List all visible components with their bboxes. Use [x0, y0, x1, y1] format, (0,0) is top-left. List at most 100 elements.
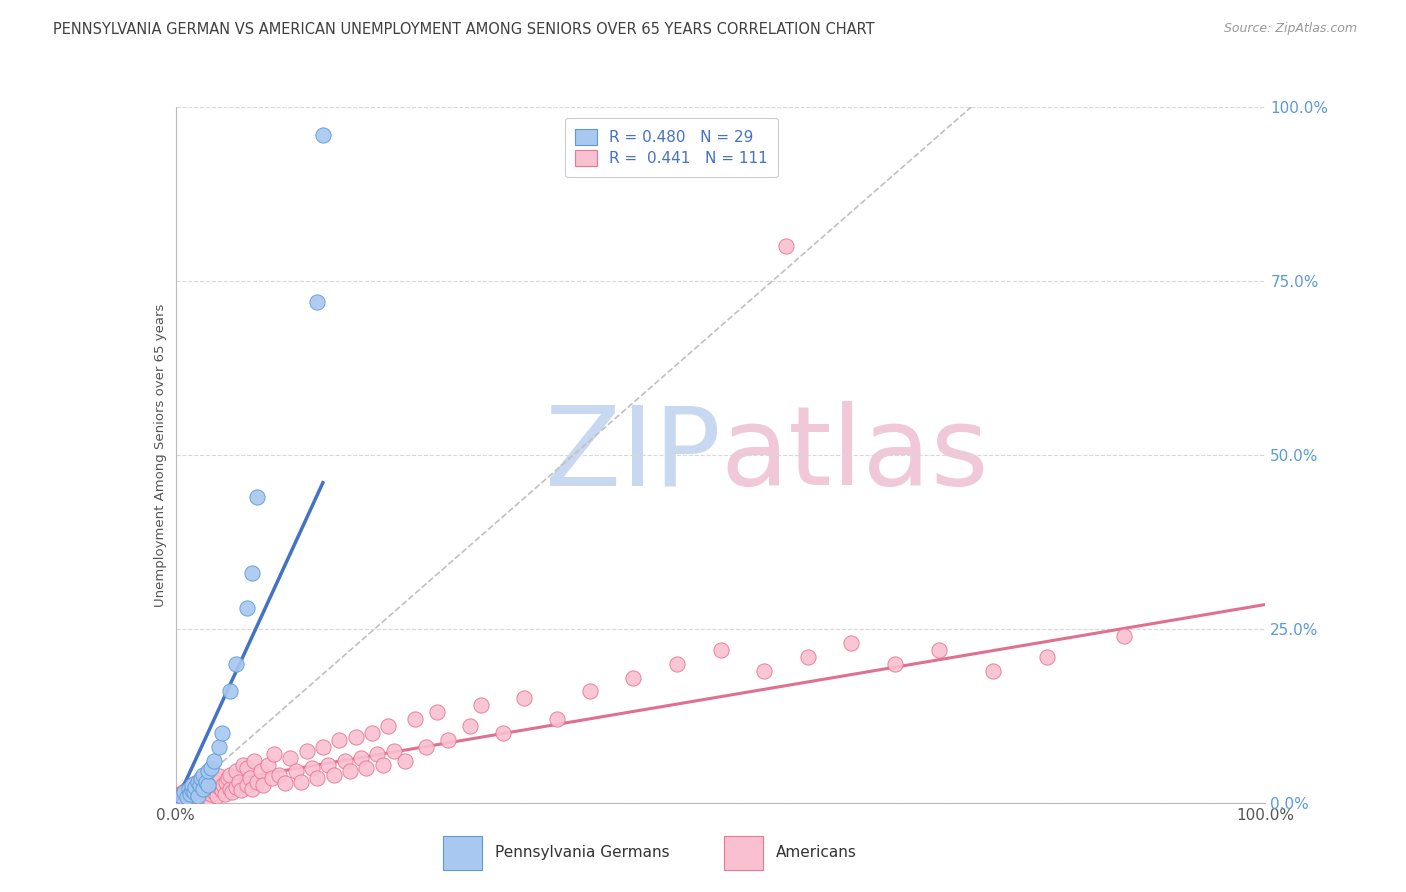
Point: [492, 726, 515, 740]
Point: [197, 783, 219, 797]
Point: [208, 769, 231, 783]
Point: [174, 783, 197, 797]
Point: [426, 706, 449, 720]
Point: [312, 128, 335, 142]
Point: [437, 733, 460, 747]
Point: [928, 642, 950, 657]
Point: [195, 775, 218, 789]
Point: [187, 775, 209, 789]
Point: [322, 768, 344, 782]
Point: [167, 790, 190, 805]
Point: [1036, 649, 1059, 664]
Point: [177, 785, 200, 799]
Point: [710, 642, 733, 657]
Point: [172, 792, 194, 806]
Point: [197, 764, 219, 779]
Point: [394, 754, 416, 768]
Point: [191, 768, 214, 782]
Point: [252, 778, 274, 793]
Point: [377, 719, 399, 733]
Point: [197, 778, 219, 793]
Point: [186, 775, 209, 789]
Point: [214, 788, 236, 802]
Point: [197, 790, 219, 805]
Point: [176, 781, 198, 796]
Text: ZIP: ZIP: [546, 401, 721, 508]
Point: [184, 780, 207, 795]
Point: [249, 764, 271, 779]
Point: [191, 781, 214, 796]
Point: [295, 744, 318, 758]
Point: [382, 744, 405, 758]
Point: [193, 785, 215, 799]
Point: [513, 691, 536, 706]
Point: [796, 649, 818, 664]
Point: [240, 566, 263, 581]
Point: [360, 726, 382, 740]
Point: [186, 785, 209, 799]
Point: [191, 781, 214, 796]
Point: [470, 698, 492, 713]
Point: [211, 778, 233, 793]
Point: [274, 776, 297, 790]
Point: [180, 783, 202, 797]
Point: [181, 783, 204, 797]
Point: [181, 778, 204, 793]
Point: [176, 789, 198, 803]
Point: [621, 671, 644, 685]
Point: [884, 657, 907, 671]
Point: [246, 775, 269, 789]
Point: [215, 775, 238, 789]
Point: [195, 775, 218, 789]
Point: [225, 764, 247, 779]
Point: [188, 778, 211, 793]
Point: [263, 747, 285, 761]
Point: [356, 761, 378, 775]
Point: [312, 740, 335, 755]
Point: [666, 657, 689, 671]
Point: [181, 778, 204, 793]
Point: [1112, 629, 1135, 643]
Point: [186, 780, 209, 795]
Point: [290, 775, 312, 789]
Point: [775, 239, 797, 253]
Text: PENNSYLVANIA GERMAN VS AMERICAN UNEMPLOYMENT AMONG SENIORS OVER 65 YEARS CORRELA: PENNSYLVANIA GERMAN VS AMERICAN UNEMPLOY…: [53, 22, 875, 37]
Point: [188, 783, 211, 797]
Point: [458, 719, 481, 733]
Point: [179, 788, 201, 802]
Point: [176, 790, 198, 805]
Point: [179, 788, 201, 802]
Point: [173, 785, 195, 799]
Point: [184, 789, 207, 803]
Point: [198, 778, 221, 793]
Point: [981, 664, 1004, 678]
Point: [307, 772, 329, 786]
Point: [284, 764, 307, 779]
Point: [200, 761, 222, 775]
Point: [177, 781, 200, 796]
Text: Americans: Americans: [776, 846, 858, 860]
Point: [260, 772, 283, 786]
Point: [228, 775, 250, 789]
Point: [202, 772, 225, 786]
Text: atlas: atlas: [721, 401, 988, 508]
Point: [191, 772, 214, 786]
Point: [257, 757, 280, 772]
Point: [205, 789, 228, 803]
Point: [211, 726, 233, 740]
Point: [205, 776, 228, 790]
Point: [243, 754, 266, 768]
Point: [170, 789, 193, 803]
Point: [217, 772, 239, 786]
Point: [170, 788, 193, 802]
Point: [235, 601, 257, 615]
Point: [202, 785, 225, 799]
Point: [221, 785, 243, 799]
Point: [219, 781, 242, 796]
Point: [318, 757, 340, 772]
Text: Pennsylvania Germans: Pennsylvania Germans: [495, 846, 669, 860]
Point: [235, 761, 257, 775]
Point: [301, 761, 323, 775]
Point: [225, 780, 247, 795]
Point: [191, 788, 214, 802]
